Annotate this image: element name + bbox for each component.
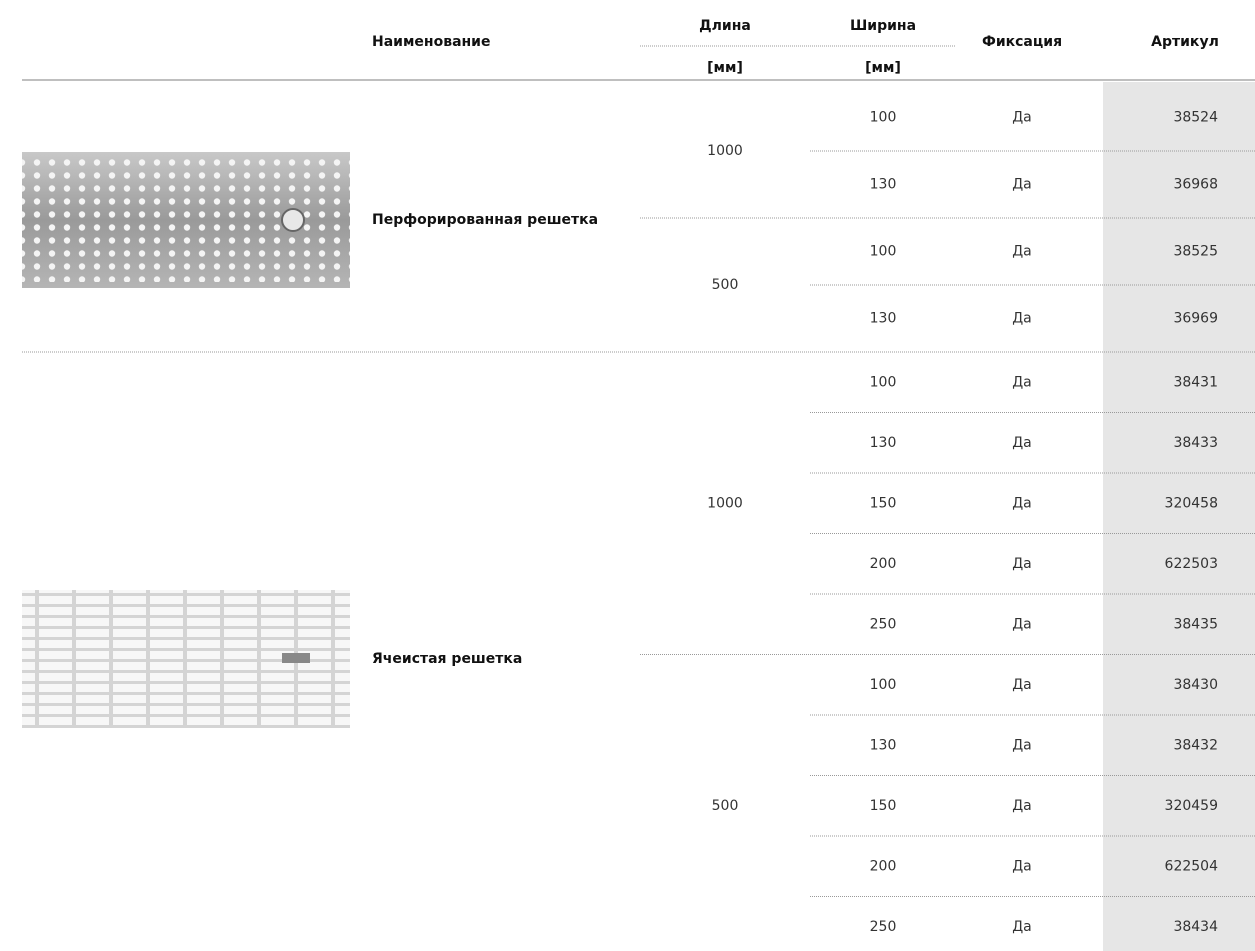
fixation-cell: Да [1012,737,1032,753]
width-cell: 100 [870,110,897,126]
header-width: Ширина [850,18,916,34]
fixation-cell: Да [1012,556,1032,572]
fixation-cell: Да [1012,858,1032,874]
width-cell: 200 [870,556,897,572]
article-shade [1103,82,1255,951]
length-cell: 1000 [707,143,743,159]
header-fixation: Фиксация [982,34,1062,50]
length-cell: 1000 [707,495,743,511]
article-cell: 36968 [1173,177,1218,193]
article-cell: 38524 [1173,110,1218,126]
width-cell: 250 [870,919,897,935]
fixation-cell: Да [1012,677,1032,693]
width-cell: 100 [870,374,897,390]
fixation-cell: Да [1012,244,1032,260]
article-cell: 38434 [1173,919,1218,935]
header-width-unit: [мм] [865,60,901,76]
width-cell: 150 [870,798,897,814]
article-cell: 38525 [1173,244,1218,260]
fixation-cell: Да [1012,311,1032,327]
width-cell: 150 [870,495,897,511]
fixation-cell: Да [1012,798,1032,814]
header-length: Длина [699,18,751,34]
product-name: Перфорированная решетка [372,212,598,228]
article-cell: 36969 [1173,311,1218,327]
perforated-image [22,152,350,288]
fixation-cell: Да [1012,374,1032,390]
article-cell: 38430 [1173,677,1218,693]
grid-image [22,590,350,728]
width-cell: 200 [870,858,897,874]
width-cell: 130 [870,311,897,327]
article-cell: 38432 [1173,737,1218,753]
article-cell: 38431 [1173,374,1218,390]
width-cell: 130 [870,435,897,451]
article-cell: 622503 [1165,556,1218,572]
width-cell: 250 [870,616,897,632]
fixation-cell: Да [1012,616,1032,632]
fixation-cell: Да [1012,495,1032,511]
width-cell: 130 [870,177,897,193]
width-cell: 100 [870,677,897,693]
article-cell: 38435 [1173,616,1218,632]
width-cell: 100 [870,244,897,260]
width-cell: 130 [870,737,897,753]
product-name: Ячеистая решетка [372,651,522,667]
header-length-unit: [мм] [707,60,743,76]
length-cell: 500 [712,798,739,814]
fixation-cell: Да [1012,919,1032,935]
length-cell: 500 [712,277,739,293]
article-cell: 320458 [1165,495,1218,511]
article-cell: 38433 [1173,435,1218,451]
article-cell: 320459 [1165,798,1218,814]
article-cell: 622504 [1165,858,1219,874]
fixation-cell: Да [1012,177,1032,193]
fixation-cell: Да [1012,435,1032,451]
header-article: Артикул [1151,34,1219,50]
fixation-cell: Да [1012,110,1032,126]
header-name: Наименование [372,34,491,50]
